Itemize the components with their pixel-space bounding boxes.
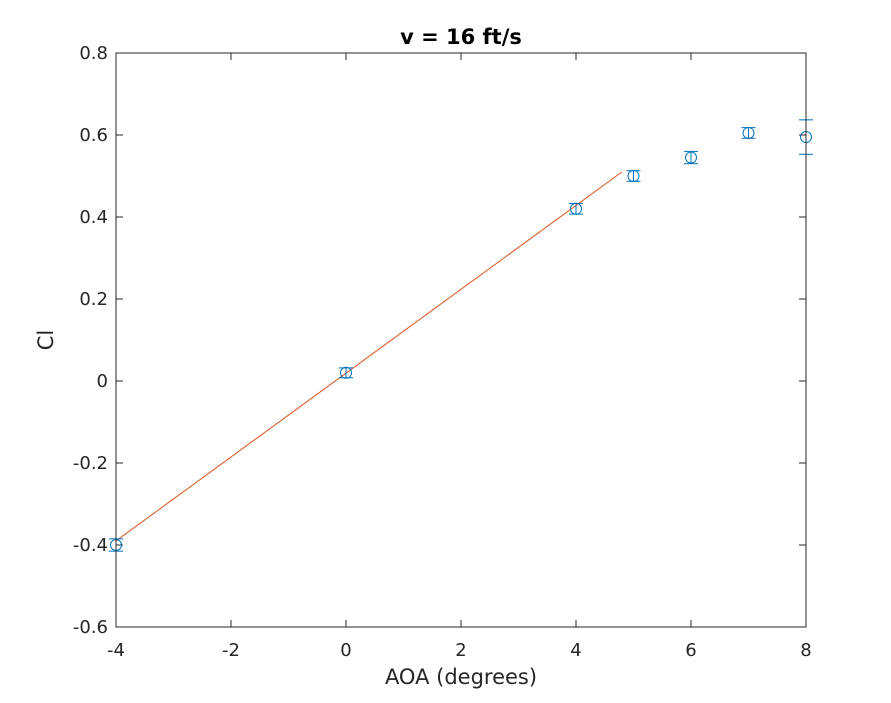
data-point-marker bbox=[742, 126, 755, 139]
y-tick-label: 0.2 bbox=[79, 289, 108, 310]
y-tick-label: 0.6 bbox=[79, 125, 108, 146]
data-point-marker bbox=[627, 170, 640, 182]
x-axis-label: AOA (degrees) bbox=[385, 665, 537, 689]
y-tick-label: -0.6 bbox=[73, 617, 108, 638]
x-tick-label: 2 bbox=[455, 640, 466, 661]
x-tick-label: 0 bbox=[340, 640, 351, 661]
plot-area bbox=[116, 53, 806, 627]
x-tick-label: 4 bbox=[570, 640, 581, 661]
fit-line bbox=[115, 171, 623, 542]
axes-box bbox=[115, 52, 807, 628]
x-tick-label: -4 bbox=[107, 640, 125, 661]
y-tick-label: -0.4 bbox=[73, 535, 108, 556]
y-axis-label: Cl bbox=[34, 330, 58, 351]
data-point-marker bbox=[570, 202, 582, 215]
x-tick-label: -2 bbox=[222, 640, 240, 661]
y-tick-label: -0.2 bbox=[73, 453, 108, 474]
y-tick-label: 0.8 bbox=[79, 43, 108, 64]
chart-title: v = 16 ft/s bbox=[400, 25, 522, 49]
chart-marks bbox=[109, 119, 813, 552]
data-point-marker bbox=[340, 366, 352, 379]
data-point-marker bbox=[685, 151, 697, 164]
y-tick-label: 0.4 bbox=[79, 207, 108, 228]
x-tick-label: 8 bbox=[800, 640, 811, 661]
x-tick-label: 6 bbox=[685, 640, 696, 661]
axis-tick-labels: -4 -2 0 2 4 6 8 -0.6 -0.4 -0.2 0 0.2 0.4 0.6 0.8 bbox=[73, 43, 812, 661]
y-tick-label: 0 bbox=[97, 371, 108, 392]
